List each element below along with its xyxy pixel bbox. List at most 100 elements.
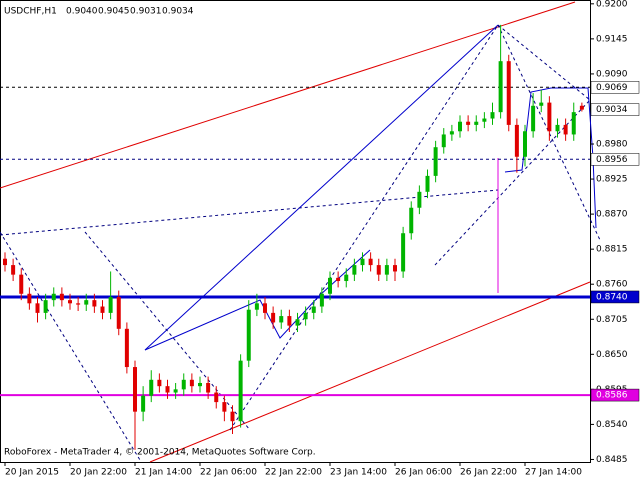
candle-body bbox=[547, 102, 552, 132]
candle-body bbox=[417, 191, 422, 208]
candle-body bbox=[368, 258, 373, 266]
price-label: 0.8956 bbox=[596, 155, 628, 165]
candle-body bbox=[336, 277, 341, 282]
candle-body bbox=[433, 147, 438, 176]
candle-body bbox=[458, 121, 462, 132]
y-tick-label: 0.9090 bbox=[596, 69, 628, 79]
price-label: 0.8586 bbox=[596, 391, 628, 401]
candle-body bbox=[531, 105, 536, 132]
y-tick-label: 0.8980 bbox=[596, 140, 628, 150]
candle-body bbox=[579, 105, 584, 110]
candle-body bbox=[246, 309, 251, 361]
x-tick-label: 27 Jan 14:00 bbox=[525, 468, 582, 478]
candle-body bbox=[133, 367, 137, 412]
candle-body bbox=[173, 389, 178, 393]
candle-body bbox=[482, 118, 487, 122]
candle-body bbox=[68, 300, 72, 304]
candle-body bbox=[141, 395, 146, 412]
candle-body bbox=[449, 131, 454, 135]
candle-body bbox=[149, 379, 154, 396]
candle-body bbox=[352, 265, 357, 275]
candle-body bbox=[181, 379, 186, 390]
footer: RoboForex - MetaTrader 4, © 2001-2014, M… bbox=[4, 448, 316, 458]
candle-body bbox=[425, 175, 430, 192]
trend-line bbox=[0, 189, 499, 236]
price-label: 0.8740 bbox=[596, 292, 628, 302]
trend-line bbox=[0, 231, 141, 461]
candle-body bbox=[319, 293, 324, 307]
trend-line bbox=[84, 231, 251, 431]
price-label: 0.9034 bbox=[596, 105, 628, 115]
y-tick-label: 0.8870 bbox=[596, 210, 628, 220]
candle-body bbox=[84, 300, 89, 305]
candle-body bbox=[271, 312, 276, 323]
candle-body bbox=[474, 121, 479, 125]
x-tick-label: 22 Jan 22:00 bbox=[265, 468, 322, 478]
candle-body bbox=[441, 134, 446, 148]
candle-body bbox=[116, 296, 121, 329]
price-label-box bbox=[590, 81, 640, 94]
header-value: 0.9040 bbox=[66, 7, 98, 17]
candle-body bbox=[27, 293, 32, 304]
candle-body bbox=[360, 258, 365, 266]
candle-body bbox=[35, 303, 40, 313]
x-tick-label: 26 Jan 22:00 bbox=[460, 468, 517, 478]
price-label: 0.9069 bbox=[596, 83, 628, 93]
trend-line bbox=[497, 24, 601, 241]
candle-body bbox=[206, 382, 211, 393]
y-tick-label: 0.9145 bbox=[596, 34, 628, 44]
candle-body bbox=[76, 303, 81, 305]
candle-body bbox=[263, 303, 267, 313]
candle-body bbox=[19, 274, 24, 294]
candle-body bbox=[43, 300, 48, 313]
candle-body bbox=[303, 312, 308, 320]
candle-body bbox=[376, 265, 381, 275]
y-tick-label: 0.8705 bbox=[596, 315, 628, 325]
candle-body bbox=[384, 265, 389, 275]
candle-body bbox=[490, 112, 495, 119]
candle-body bbox=[108, 296, 113, 313]
y-tick-label: 0.8815 bbox=[596, 245, 628, 255]
y-tick-label: 0.9200 bbox=[596, 0, 628, 9]
channel-line bbox=[149, 281, 591, 463]
candle-body bbox=[344, 274, 349, 282]
channel-line bbox=[0, 1, 576, 189]
trend-line bbox=[229, 24, 499, 431]
price-label-box bbox=[590, 153, 640, 166]
chart-title: USDCHF,H1 bbox=[4, 7, 57, 17]
candle-body bbox=[3, 258, 7, 266]
x-tick-label: 26 Jan 06:00 bbox=[395, 468, 452, 478]
candle-body bbox=[222, 402, 227, 412]
y-tick-label: 0.8925 bbox=[596, 175, 628, 185]
candle-body bbox=[401, 233, 406, 272]
candle-body bbox=[466, 121, 471, 125]
candle-body bbox=[157, 379, 162, 387]
y-tick-label: 0.8650 bbox=[596, 350, 628, 360]
candle-body bbox=[189, 379, 194, 387]
header-value: 0.9034 bbox=[162, 7, 194, 17]
x-tick-label: 22 Jan 06:00 bbox=[200, 468, 257, 478]
candle-body bbox=[198, 382, 202, 387]
candle-body bbox=[514, 124, 519, 157]
candle-body bbox=[498, 61, 503, 113]
candle-body bbox=[214, 392, 219, 403]
x-tick-label: 21 Jan 14:00 bbox=[135, 468, 192, 478]
candle-body bbox=[238, 360, 243, 422]
header-value: 0.9031 bbox=[130, 7, 162, 17]
candle-body bbox=[311, 306, 316, 313]
candle-body bbox=[100, 306, 105, 313]
candle-body bbox=[328, 277, 332, 294]
candle-body bbox=[523, 131, 527, 157]
candle-body bbox=[563, 124, 568, 135]
candle-body bbox=[287, 316, 292, 326]
candle-body bbox=[51, 293, 56, 301]
header-value: 0.9045 bbox=[98, 7, 130, 17]
price-label-box bbox=[590, 103, 640, 116]
x-tick-label: 20 Jan 22:00 bbox=[70, 468, 127, 478]
price-label-box bbox=[590, 388, 640, 402]
candle-body bbox=[59, 293, 64, 301]
candle-body bbox=[165, 386, 170, 393]
candle-body bbox=[92, 300, 97, 307]
candle-body bbox=[539, 102, 544, 106]
